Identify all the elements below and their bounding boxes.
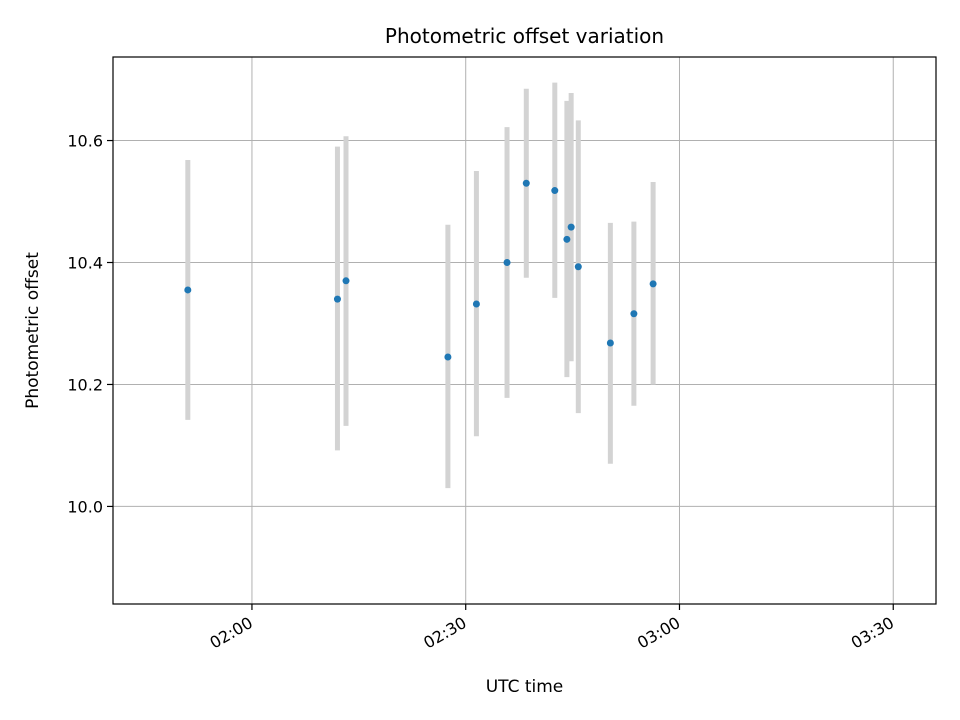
data-point bbox=[503, 259, 511, 267]
data-point bbox=[606, 339, 614, 347]
y-axis-title: Photometric offset bbox=[23, 252, 43, 409]
data-point bbox=[444, 353, 452, 361]
y-tick-label: 10.0 bbox=[67, 497, 103, 516]
data-point bbox=[551, 187, 559, 195]
data-point bbox=[184, 286, 192, 294]
y-tick-label: 10.4 bbox=[67, 254, 103, 273]
data-point bbox=[563, 235, 571, 243]
data-point bbox=[342, 277, 350, 285]
data-point bbox=[522, 179, 530, 187]
y-tick-label: 10.2 bbox=[67, 375, 103, 394]
y-axis: 10.0 10.2 10.4 10.6 bbox=[67, 132, 113, 516]
data-point bbox=[567, 223, 575, 231]
y-tick-label: 10.6 bbox=[67, 132, 103, 151]
data-point bbox=[574, 263, 582, 271]
data-point bbox=[649, 280, 657, 288]
axes-frame bbox=[112, 56, 937, 605]
data-point bbox=[333, 295, 341, 303]
data-points bbox=[184, 179, 657, 361]
data-point bbox=[472, 300, 480, 308]
data-point bbox=[630, 310, 638, 318]
x-axis-title: UTC time bbox=[486, 677, 564, 697]
chart-title: Photometric offset variation bbox=[385, 24, 664, 48]
